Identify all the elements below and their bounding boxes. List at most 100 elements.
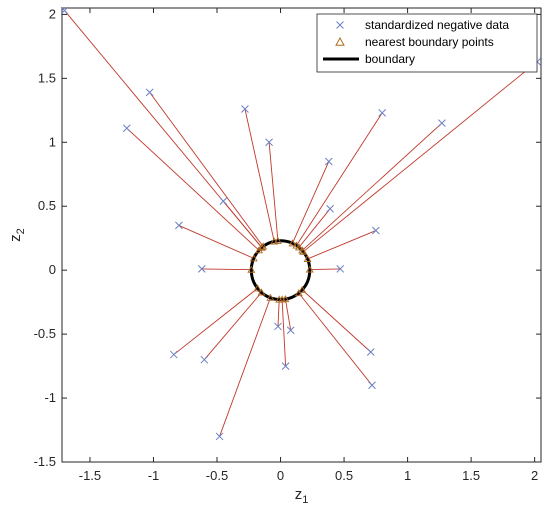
connector-line xyxy=(173,287,258,355)
nearest-boundary-marker xyxy=(257,243,266,251)
data-point xyxy=(371,226,380,235)
data-point-stroke xyxy=(371,226,380,235)
plot-area xyxy=(61,7,542,463)
nearest-boundary-marker xyxy=(294,289,303,297)
data-point-stroke xyxy=(324,157,333,166)
data-point xyxy=(326,204,334,213)
connector-line xyxy=(277,299,280,327)
data-point-stroke xyxy=(326,204,334,213)
connector-line xyxy=(223,200,263,248)
data-point xyxy=(60,6,69,15)
legend-triangle-icon xyxy=(335,36,345,46)
nearest-boundary-marker xyxy=(266,293,275,301)
data-point-stroke xyxy=(215,432,224,441)
data-point xyxy=(219,197,228,205)
data-point xyxy=(336,265,345,273)
y-axis-label: z2 xyxy=(7,228,27,242)
data-point-stroke xyxy=(286,326,295,335)
y-axis-label-sub: 2 xyxy=(15,228,27,234)
connector-line xyxy=(244,108,275,242)
connector-line xyxy=(268,142,279,241)
legend-label: boundary xyxy=(365,52,415,66)
connector-line xyxy=(292,161,330,244)
data-point xyxy=(324,157,333,166)
nearest-boundary-marker xyxy=(303,254,312,262)
data-point-stroke xyxy=(378,109,387,117)
data-point xyxy=(215,432,224,441)
data-point xyxy=(368,381,376,390)
data-point xyxy=(197,265,206,273)
nearest-boundary-marker xyxy=(278,295,287,303)
x-axis-label-sub: 1 xyxy=(302,494,308,506)
x-tick-label: -0.5 xyxy=(206,468,228,483)
data-point xyxy=(438,119,446,127)
data-point-stroke xyxy=(281,362,290,370)
nearest-boundary-marker xyxy=(305,265,314,273)
x-tick-label: -1.5 xyxy=(79,468,101,483)
connector-line xyxy=(301,122,443,251)
nearest-boundary-marker xyxy=(273,236,282,244)
connector-line xyxy=(298,208,331,248)
data-point xyxy=(378,109,387,117)
connector-line xyxy=(307,230,377,260)
legend: standardized negative data nearest bounda… xyxy=(316,13,538,73)
x-tick-label: 2 xyxy=(531,468,538,483)
nearest-boundary-marker xyxy=(299,247,308,255)
nearest-boundary-marker xyxy=(247,265,256,273)
data-point-stroke xyxy=(366,348,375,356)
x-tick-label: -1 xyxy=(148,468,160,483)
data-point xyxy=(281,362,290,370)
connector-line xyxy=(281,299,287,367)
x-axis-label: z1 xyxy=(295,486,309,506)
connector-line xyxy=(284,299,292,331)
legend-label: nearest boundary points xyxy=(365,35,494,49)
data-point xyxy=(175,221,183,230)
negative-data-points xyxy=(60,6,542,441)
data-point-stroke xyxy=(265,138,273,147)
data-point xyxy=(200,355,209,364)
x-axis-label-main: z xyxy=(295,486,303,503)
legend-x-icon xyxy=(336,21,344,29)
nearest-boundary-marker xyxy=(298,285,307,293)
data-point xyxy=(286,326,295,335)
data-point xyxy=(145,88,154,97)
y-axis-label-main: z xyxy=(7,234,24,242)
data-point xyxy=(274,322,282,331)
nearest-boundary-marker xyxy=(259,242,268,250)
x-tick-label: 1.5 xyxy=(462,468,480,483)
connector-line xyxy=(296,112,383,246)
data-point-stroke xyxy=(169,350,178,359)
y-tick-label: 1.5 xyxy=(38,70,56,85)
data-point-stroke xyxy=(368,381,376,390)
y-tick-label: 0 xyxy=(49,262,56,277)
nearest-boundary-marker xyxy=(249,254,258,262)
data-point-stroke xyxy=(200,355,209,364)
connector-line xyxy=(302,61,538,253)
nearest-boundary-points xyxy=(247,236,314,303)
data-point-stroke xyxy=(274,322,282,331)
connector-line xyxy=(309,268,341,270)
data-point-stroke xyxy=(438,119,446,127)
data-point-stroke xyxy=(175,221,183,230)
connector-line xyxy=(201,268,252,271)
connector-line xyxy=(219,297,271,437)
connector-line xyxy=(149,92,264,247)
connector-line xyxy=(178,224,254,259)
axis-labels: z1 z2 xyxy=(7,228,308,506)
data-point-stroke xyxy=(336,265,345,273)
data-point-stroke xyxy=(219,197,228,205)
nearest-boundary-marker xyxy=(257,288,266,296)
data-point xyxy=(366,348,375,356)
connector-line xyxy=(301,289,372,353)
legend-box xyxy=(316,13,538,73)
legend-label: standardized negative data xyxy=(365,18,509,32)
y-tick-label: 2 xyxy=(49,6,56,21)
data-point-stroke xyxy=(145,88,154,97)
data-point xyxy=(169,350,178,359)
x-tick-label: 0.5 xyxy=(335,468,353,483)
data-point xyxy=(265,138,273,147)
nearest-boundary-marker xyxy=(294,243,303,251)
nearest-boundary-marker xyxy=(253,284,262,292)
connector-line xyxy=(203,292,262,360)
